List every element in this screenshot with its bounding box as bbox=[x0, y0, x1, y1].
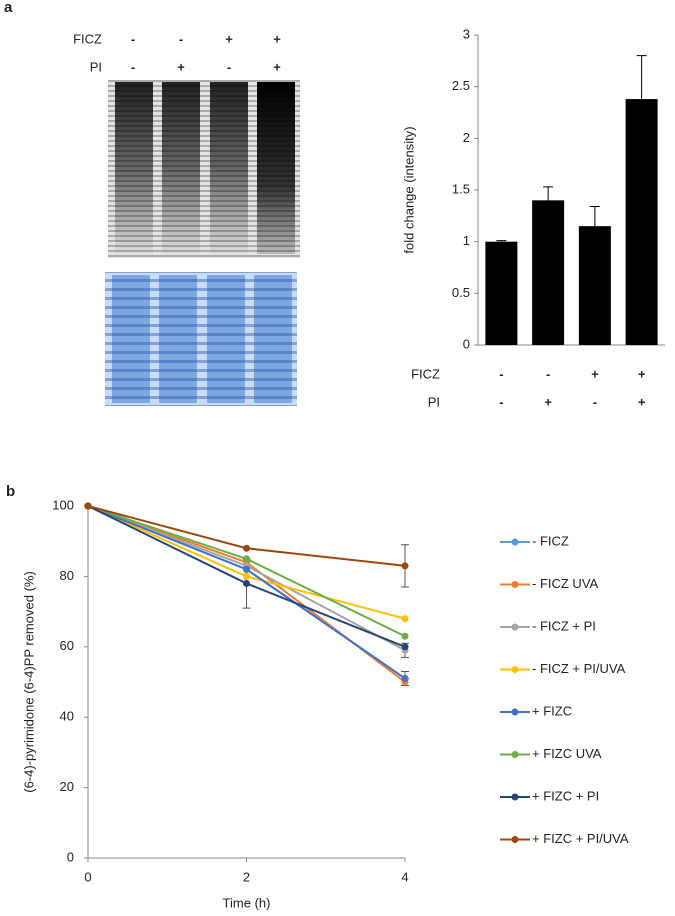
error-bar bbox=[543, 186, 554, 201]
point bbox=[401, 562, 409, 570]
gel-sign: - bbox=[179, 31, 183, 46]
legend-label: + FIZC + PI bbox=[532, 788, 599, 803]
point bbox=[401, 643, 409, 651]
legend-marker bbox=[511, 836, 519, 843]
legend-marker bbox=[511, 623, 519, 631]
gel-row-label: PI bbox=[90, 59, 102, 74]
x-tick-label: - bbox=[499, 366, 503, 381]
y-tick-label: 2.5 bbox=[452, 78, 470, 93]
gel-sign: - bbox=[131, 31, 135, 46]
x-tick-label: - bbox=[499, 394, 503, 409]
legend-marker bbox=[511, 666, 519, 673]
gel-image bbox=[105, 80, 300, 406]
y-tick-label: 1 bbox=[463, 233, 470, 248]
gel-sign: + bbox=[273, 59, 281, 74]
x-tick-label: + bbox=[591, 366, 599, 381]
bar bbox=[578, 226, 611, 345]
gel-sign: + bbox=[225, 31, 233, 46]
x-tick-label: - bbox=[593, 394, 597, 409]
point bbox=[243, 579, 250, 587]
error-bar bbox=[636, 55, 647, 100]
point bbox=[243, 572, 250, 580]
y-axis-label: fold change (intensity) bbox=[401, 126, 416, 253]
x-tick-label: 4 bbox=[401, 869, 408, 884]
y-tick-label: 40 bbox=[60, 709, 74, 724]
x-tick-label: + bbox=[638, 366, 646, 381]
point bbox=[84, 502, 92, 510]
legend-marker bbox=[511, 538, 519, 546]
point bbox=[243, 544, 250, 552]
y-tick-label: 1.5 bbox=[452, 181, 470, 196]
gel-sign: - bbox=[227, 59, 231, 74]
bar bbox=[625, 99, 658, 345]
y-tick-label: 0.5 bbox=[452, 285, 470, 300]
point bbox=[401, 674, 409, 682]
x-tick-label: + bbox=[544, 394, 552, 409]
point bbox=[401, 615, 409, 623]
error-bar bbox=[589, 206, 600, 227]
bar bbox=[485, 241, 518, 345]
x-row-label: PI bbox=[428, 394, 440, 409]
panel-label: b bbox=[6, 483, 15, 500]
point bbox=[243, 555, 250, 563]
legend-marker bbox=[511, 793, 519, 801]
y-tick-label: 2 bbox=[463, 130, 470, 145]
gel-sign: + bbox=[177, 59, 185, 74]
gel-sign: - bbox=[131, 59, 135, 74]
legend-label: - FICZ UVA bbox=[532, 576, 599, 591]
x-tick-label: + bbox=[638, 394, 646, 409]
legend-label: - FICZ bbox=[532, 533, 569, 548]
y-tick-label: 0 bbox=[463, 336, 470, 351]
y-tick-label: 20 bbox=[60, 779, 74, 794]
legend-label: - FICZ + PI bbox=[532, 618, 596, 633]
panel-label: a bbox=[4, 0, 13, 16]
legend-marker bbox=[511, 708, 519, 716]
bar bbox=[532, 200, 565, 345]
y-tick-label: 3 bbox=[463, 26, 470, 41]
gel-sign: + bbox=[273, 31, 281, 46]
x-tick-label: 2 bbox=[243, 869, 250, 884]
x-tick-label: 0 bbox=[84, 869, 91, 884]
legend-label: + FIZC UVA bbox=[532, 746, 602, 761]
x-axis-label: Time (h) bbox=[223, 895, 271, 910]
y-tick-label: 80 bbox=[60, 568, 74, 583]
error-bar bbox=[496, 240, 507, 242]
y-tick-label: 0 bbox=[67, 849, 74, 864]
y-tick-label: 60 bbox=[60, 638, 74, 653]
x-row-label: FICZ bbox=[411, 366, 440, 381]
y-axis-label: (6-4)-pyrimidone (6-4)PP removed (%) bbox=[21, 571, 36, 793]
x-tick-label: - bbox=[546, 366, 550, 381]
point bbox=[401, 632, 409, 640]
point bbox=[243, 565, 250, 573]
legend-marker bbox=[511, 751, 519, 758]
gel-row-label: FICZ bbox=[73, 31, 102, 46]
y-tick-label: 100 bbox=[52, 497, 74, 512]
legend-marker bbox=[511, 581, 519, 588]
legend-label: + FIZC + PI/UVA bbox=[532, 831, 629, 846]
legend-label: - FICZ + PI/UVA bbox=[532, 661, 626, 676]
legend-label: + FIZC bbox=[532, 703, 572, 718]
